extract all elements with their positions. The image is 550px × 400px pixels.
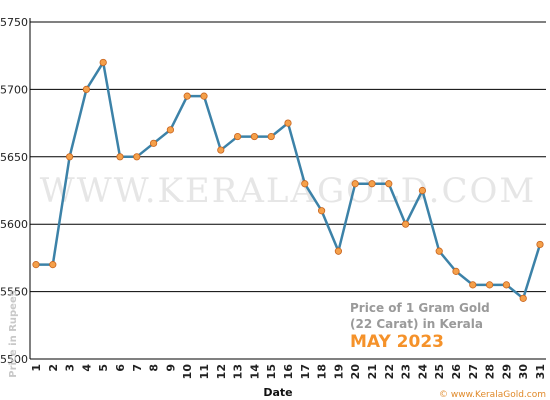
point-2 [49,261,57,269]
point-20 [351,180,359,188]
watermark: WWW.KERALAGOLD.COM [40,171,536,211]
y-tick-5550: 5550 [0,286,28,299]
point-31 [536,240,544,249]
point-9 [166,126,174,134]
x-tick-9: 9 [164,364,177,372]
x-tick-21: 21 [366,364,379,379]
point-23 [401,220,410,228]
x-tick-18: 18 [316,364,329,379]
x-tick-25: 25 [433,364,446,379]
point-30 [519,294,527,302]
x-tick-29: 29 [500,364,513,379]
x-tick-12: 12 [215,364,228,379]
point-5 [99,58,107,67]
point-4 [82,85,91,94]
x-tick-24: 24 [416,364,429,380]
x-tick-4: 4 [80,364,93,372]
series-markers [32,58,544,302]
x-tick-23: 23 [400,364,413,379]
x-tick-31: 31 [534,364,547,379]
point-24 [418,186,426,195]
point-14 [250,132,258,141]
x-tick-14: 14 [248,364,261,380]
point-18 [317,207,326,215]
x-tick-5: 5 [97,364,110,372]
y-tick-5700: 5700 [0,83,28,96]
point-12 [217,146,225,154]
y-tick-labels: 5500 5550 5600 5650 5700 5750 [0,16,28,366]
point-21 [368,180,376,188]
x-tick-27: 27 [467,364,480,379]
y-tick-5750: 5750 [0,16,28,29]
annotation-line-2: (22 Carat) in Kerala [350,317,483,331]
point-29 [502,281,510,289]
x-tick-7: 7 [131,364,144,372]
point-25 [435,247,443,255]
x-tick-13: 13 [232,364,245,379]
point-17 [301,180,309,188]
point-22 [385,180,393,188]
x-tick-labels: 1 2 3 4 5 6 7 8 9 10 11 12 13 14 15 16 17 18 19 20 21 22 23 24 2… [30,364,547,380]
point-15 [267,132,275,141]
y-tick-5650: 5650 [0,151,28,164]
y-tick-5600: 5600 [0,218,28,231]
x-tick-20: 20 [349,364,362,380]
x-axis-label: Date [263,386,292,399]
x-tick-28: 28 [484,364,497,379]
y-tick-5500: 5500 [0,353,28,366]
point-8 [150,139,158,147]
axes [29,18,546,360]
point-26 [452,267,460,275]
point-27 [469,281,477,289]
x-tick-2: 2 [47,364,60,372]
x-tick-22: 22 [383,364,396,379]
point-19 [334,247,342,255]
x-tick-3: 3 [64,364,77,372]
x-tick-26: 26 [450,364,463,380]
x-tick-10: 10 [181,364,194,380]
x-tick-15: 15 [265,364,278,379]
point-7 [133,153,141,161]
x-tick-8: 8 [148,364,161,372]
x-tick-11: 11 [198,364,211,379]
annotation-line-1: Price of 1 Gram Gold [350,301,490,315]
point-10 [183,92,191,100]
x-tick-19: 19 [332,364,345,379]
point-16 [284,119,292,127]
point-13 [234,132,242,141]
annotation-month: MAY 2023 [350,332,444,352]
credit-text: © www.KeralaGold.com [439,390,546,400]
point-11 [200,92,208,100]
point-1 [32,261,40,269]
point-3 [66,153,74,161]
x-tick-6: 6 [114,364,127,372]
x-tick-1: 1 [30,364,43,372]
x-tick-16: 16 [282,364,295,380]
x-tick-30: 30 [517,364,530,380]
point-28 [485,281,494,289]
grid-lines [30,21,546,293]
point-6 [116,153,124,161]
y-axis-label: Price in Rupees [8,290,19,377]
x-tick-17: 17 [299,364,312,379]
